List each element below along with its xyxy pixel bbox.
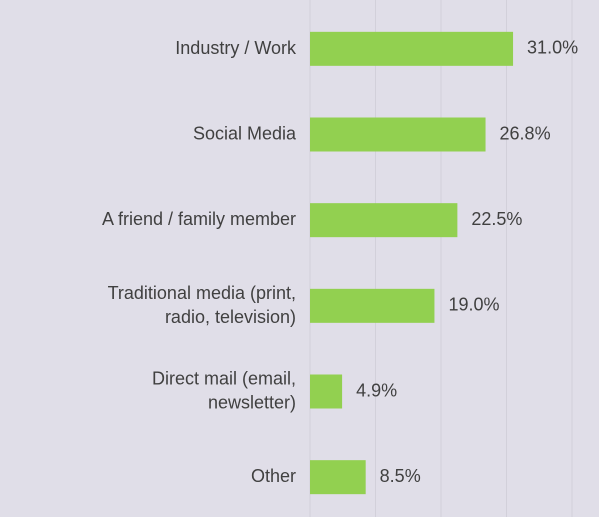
data-label: 4.9% bbox=[356, 380, 397, 400]
bar bbox=[310, 203, 458, 238]
y-tick-label: A friend / family member bbox=[102, 209, 296, 229]
y-tick-label: Traditional media (print, radio, televisi… bbox=[108, 283, 296, 327]
data-label: 19.0% bbox=[448, 295, 499, 315]
y-tick-label: Other bbox=[251, 466, 296, 486]
bar bbox=[310, 460, 366, 495]
data-label: 31.0% bbox=[527, 38, 578, 58]
bar bbox=[310, 288, 435, 323]
y-tick-label: Social Media bbox=[193, 123, 297, 143]
bar bbox=[310, 117, 486, 152]
y-tick-label: Industry / Work bbox=[175, 38, 297, 58]
data-label: 8.5% bbox=[380, 466, 421, 486]
y-tick-label: Direct mail (email, newsletter) bbox=[152, 368, 296, 412]
data-label: 22.5% bbox=[471, 209, 522, 229]
data-label: 26.8% bbox=[500, 123, 551, 143]
bar bbox=[310, 374, 343, 409]
bar bbox=[310, 31, 514, 66]
